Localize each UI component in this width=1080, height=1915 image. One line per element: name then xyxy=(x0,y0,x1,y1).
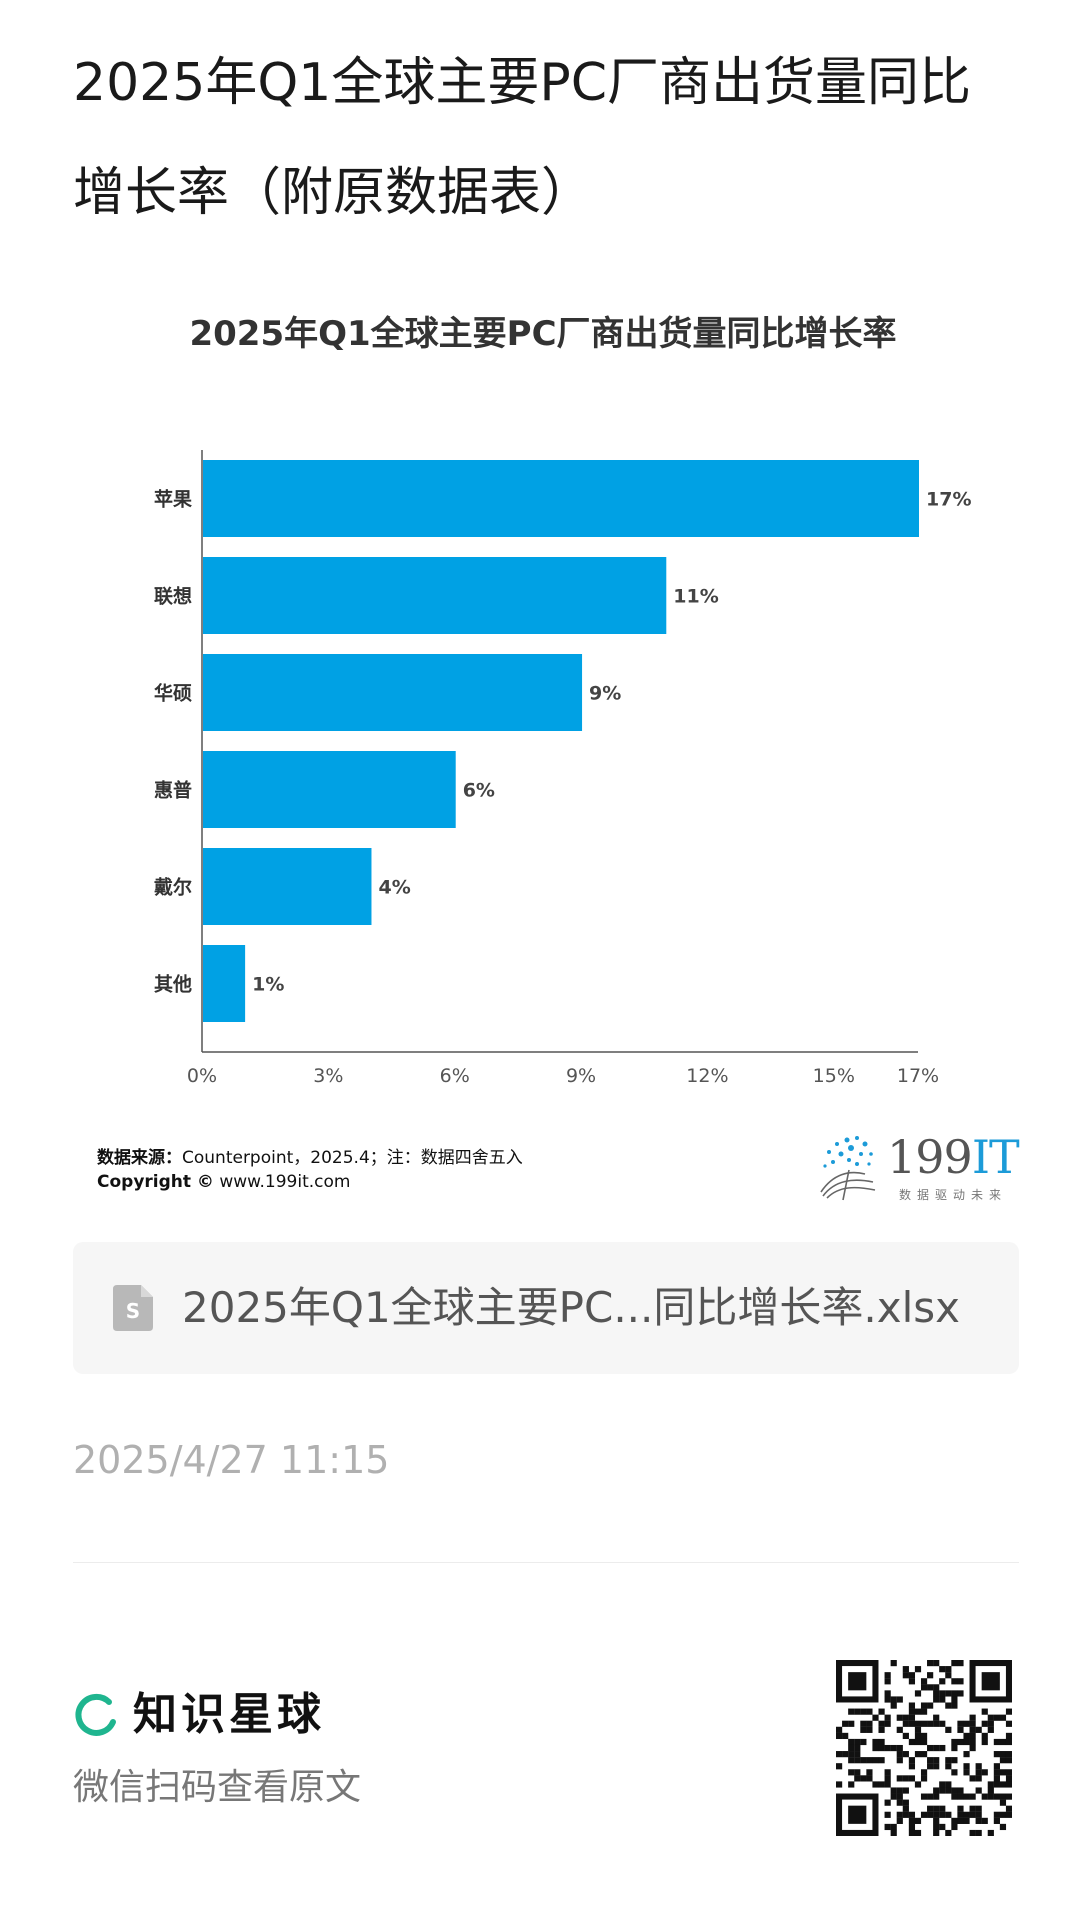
bar-chart: 苹果 17% 联想 11% 华硕 9% 惠普 6% 戴尔 4% 其他 1% 0% 3% 6% 9% 12% 15%… xyxy=(154,450,971,1087)
chart-title: 2025年Q1全球主要PC厂商出货量同比增长率 xyxy=(189,314,897,354)
qr-code-icon[interactable] xyxy=(836,1660,1012,1836)
svg-text:S: S xyxy=(126,1299,140,1323)
category-label: 联想 xyxy=(154,585,192,608)
category-label: 其他 xyxy=(154,973,192,996)
data-label: 17% xyxy=(926,489,971,511)
dandelion-logo-icon xyxy=(820,1136,876,1201)
source-label: 数据来源： xyxy=(97,1148,182,1168)
brand-name: 知识星球 xyxy=(133,1689,325,1740)
chart-source: 数据来源：Counterpoint，2025.4；注：数据四舍五入 xyxy=(97,1143,523,1168)
x-tick-label: 0% xyxy=(187,1065,217,1087)
x-tick-label: 12% xyxy=(686,1065,728,1087)
category-label: 苹果 xyxy=(154,488,192,511)
x-tick-label: 15% xyxy=(813,1065,855,1087)
bar-4 xyxy=(203,751,456,828)
page-title: 2025年Q1全球主要PC厂商出货量同比增长率（附原数据表） xyxy=(73,53,972,223)
x-tick-label: 17% xyxy=(897,1065,939,1087)
zsxq-ring-icon xyxy=(75,1693,116,1736)
bar-5 xyxy=(203,848,372,925)
publish-timestamp: 2025/4/27 11:15 xyxy=(73,1438,390,1482)
source-text: Counterpoint，2025.4；注：数据四舍五入 xyxy=(182,1148,523,1168)
spreadsheet-file-icon: S xyxy=(113,1285,153,1331)
bar-1 xyxy=(203,460,919,537)
scan-hint: 微信扫码查看原文 xyxy=(73,1767,362,1808)
logo-number: 199 xyxy=(887,1130,973,1184)
bar-6 xyxy=(203,945,246,1022)
data-label: 9% xyxy=(589,683,621,705)
attachment-card[interactable]: S 2025年Q1全球主要PC...同比增长率.xlsx xyxy=(73,1242,1019,1374)
bar-3 xyxy=(203,654,583,731)
logo-subtitle: 数据驱动未来 xyxy=(899,1188,1008,1202)
logo-text: 199IT xyxy=(887,1130,1020,1184)
copyright-text: www.199it.com xyxy=(219,1172,351,1192)
data-label: 4% xyxy=(378,877,410,899)
x-tick-label: 3% xyxy=(313,1065,343,1087)
category-label: 戴尔 xyxy=(154,876,192,899)
chart-copyright: Copyright © www.199it.com xyxy=(97,1172,350,1192)
attachment-file-name: 2025年Q1全球主要PC...同比增长率.xlsx xyxy=(182,1283,960,1332)
chart-image: 苹果 17% 联想 11% 华硕 9% 惠普 6% 戴尔 4% 其他 1% 0% 3% 6% 9% 12% 15%… xyxy=(73,300,1020,1220)
x-tick-label: 9% xyxy=(566,1065,596,1087)
category-label: 惠普 xyxy=(154,779,192,802)
data-label: 1% xyxy=(252,974,284,996)
data-label: 6% xyxy=(463,780,495,802)
data-label: 11% xyxy=(673,586,718,608)
199it-logo: 199IT 数据驱动未来 xyxy=(813,1130,1020,1210)
bar-2 xyxy=(203,557,667,634)
logo-it: IT xyxy=(971,1130,1020,1184)
divider xyxy=(73,1562,1019,1563)
category-label: 华硕 xyxy=(154,682,192,705)
copyright-label: Copyright © xyxy=(97,1172,214,1192)
x-tick-label: 6% xyxy=(440,1065,470,1087)
